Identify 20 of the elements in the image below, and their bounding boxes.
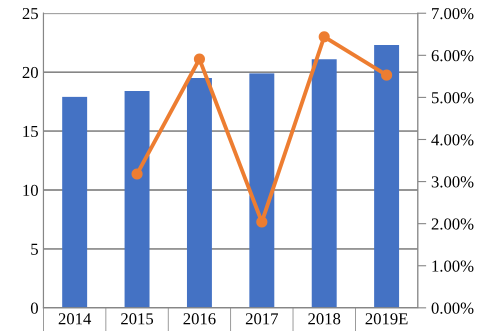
x-tick-label: 2014: [58, 313, 92, 324]
x-tick-label: 2017: [246, 313, 278, 324]
y2-tick-label: 5.00%: [432, 92, 474, 104]
y-tick-label: 20: [22, 66, 38, 78]
y2-tick-label: 0.00%: [432, 302, 474, 314]
x-tick-label: 2015: [121, 313, 154, 324]
y-tick-label: 0: [30, 302, 38, 314]
y-tick-label: 15: [23, 126, 38, 138]
y2-tick-label: 1.00%: [432, 260, 474, 272]
x-tick-label: 2018: [308, 313, 340, 324]
y-tick-label: 25: [22, 8, 38, 20]
x-tick-label: 2016: [184, 313, 216, 324]
y-tick-label: 5: [31, 244, 38, 255]
y2-tick-label: 3.00%: [432, 176, 474, 188]
x-tick-label: 2019E: [366, 313, 408, 324]
y2-tick-label: 7.00%: [432, 8, 474, 20]
y2-tick-label: 2.00%: [432, 218, 474, 230]
y2-tick-label: 6.00%: [432, 50, 474, 62]
y-tick-label: 10: [23, 184, 38, 196]
y2-tick-label: 4.00%: [431, 134, 474, 146]
